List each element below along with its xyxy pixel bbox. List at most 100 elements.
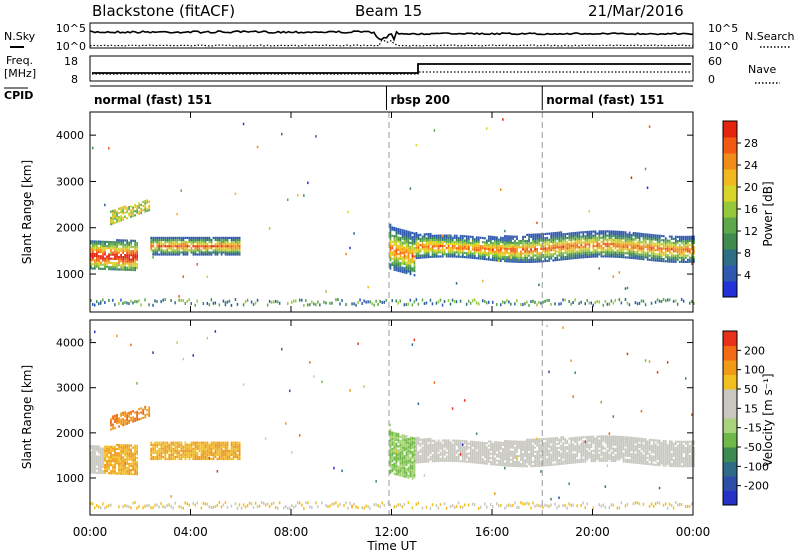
power-cell <box>108 261 110 264</box>
power-cell <box>230 240 233 244</box>
velocity-cell <box>142 506 144 510</box>
power-cell <box>689 252 691 255</box>
power-cell <box>463 239 466 242</box>
power-cell <box>608 253 611 256</box>
velocity-cell <box>415 437 418 440</box>
velocity-cell <box>584 452 587 455</box>
velocity-cell <box>530 458 532 462</box>
velocity-cell <box>558 452 561 455</box>
power-cell <box>570 249 573 252</box>
power-cell <box>674 242 677 245</box>
velocity-cell <box>453 449 456 452</box>
power-cell <box>407 243 410 246</box>
velocity-cell <box>522 463 524 466</box>
power-cell <box>574 240 577 243</box>
velocity-cell <box>232 455 235 459</box>
power-cell <box>584 243 587 246</box>
velocity-cell <box>528 461 530 464</box>
power-cell <box>395 269 398 272</box>
power-cell <box>134 269 136 272</box>
power-cell <box>126 243 128 246</box>
power-cell <box>393 226 396 230</box>
velocity-cell <box>212 447 215 450</box>
velocity-cell <box>98 463 100 466</box>
velocity-cell <box>538 464 540 467</box>
velocity-cell <box>122 458 124 461</box>
power-cell <box>92 254 94 258</box>
power-cell <box>554 250 557 253</box>
power-cell <box>216 240 219 244</box>
velocity-cell <box>118 448 120 451</box>
velocity-cell <box>299 501 301 505</box>
velocity-cell <box>232 449 235 452</box>
velocity-cell <box>518 465 520 468</box>
velocity-cell <box>357 342 359 345</box>
power-cell <box>108 243 110 246</box>
velocity-cell <box>94 461 96 464</box>
velocity-cell <box>120 462 122 465</box>
power-cell <box>528 254 530 257</box>
power-cell <box>122 262 124 265</box>
velocity-cell <box>96 447 98 450</box>
power-cell <box>486 243 488 246</box>
power-cell <box>594 236 597 239</box>
power-cell <box>646 246 649 249</box>
power-cell <box>425 239 428 242</box>
power-cell <box>672 244 675 247</box>
velocity-cell <box>473 455 476 458</box>
power-cell <box>439 251 442 254</box>
station-title: Blackstone (fitACF) <box>92 2 235 20</box>
velocity-cell <box>484 460 486 463</box>
power-cell <box>606 302 609 306</box>
velocity-cell <box>134 448 136 451</box>
power-cell <box>403 242 406 245</box>
velocity-cell <box>234 443 237 446</box>
velocity-cell <box>451 453 454 456</box>
nave-trace <box>92 71 691 75</box>
velocity-cell <box>530 465 532 468</box>
velocity-cell <box>106 468 108 471</box>
velocity-cell <box>407 448 410 451</box>
power-cell <box>516 250 518 253</box>
power-cell <box>469 250 472 253</box>
power-cell <box>453 255 456 258</box>
velocity-cell <box>118 444 120 447</box>
power-cell <box>232 247 235 250</box>
velocity-cell <box>556 436 559 439</box>
velocity-cell <box>102 471 104 475</box>
y-tick-label: 2000 <box>56 222 84 235</box>
velocity-cell <box>152 455 155 459</box>
velocity-cell <box>122 464 124 467</box>
power-cell <box>405 265 408 268</box>
power-cell <box>395 235 398 238</box>
power-cell <box>586 253 589 256</box>
power-cell <box>228 243 231 246</box>
velocity-cell <box>479 445 482 448</box>
power-cell <box>206 245 209 248</box>
power-cell <box>453 245 456 248</box>
power-cell <box>124 301 126 304</box>
power-cell <box>528 250 530 253</box>
velocity-cell <box>522 457 524 460</box>
power-cell <box>554 232 557 235</box>
power-cell <box>508 239 510 242</box>
velocity-cell <box>447 457 450 460</box>
velocity-cell <box>102 457 104 460</box>
velocity-cell <box>471 457 474 460</box>
power-cell <box>190 251 193 254</box>
velocity-cell <box>92 455 94 458</box>
velocity-cell <box>409 462 412 465</box>
power-cell <box>578 235 581 238</box>
power-cell <box>496 246 498 249</box>
power-cell <box>455 247 458 250</box>
power-cell <box>108 259 110 262</box>
power-cell <box>112 251 114 254</box>
power-cell <box>652 246 655 249</box>
velocity-cell <box>108 451 110 454</box>
power-cell <box>610 238 613 241</box>
velocity-cell <box>415 445 418 448</box>
velocity-cell <box>419 438 422 441</box>
velocity-cell <box>226 505 229 509</box>
power-cell <box>590 232 593 235</box>
power-cell <box>92 252 94 255</box>
